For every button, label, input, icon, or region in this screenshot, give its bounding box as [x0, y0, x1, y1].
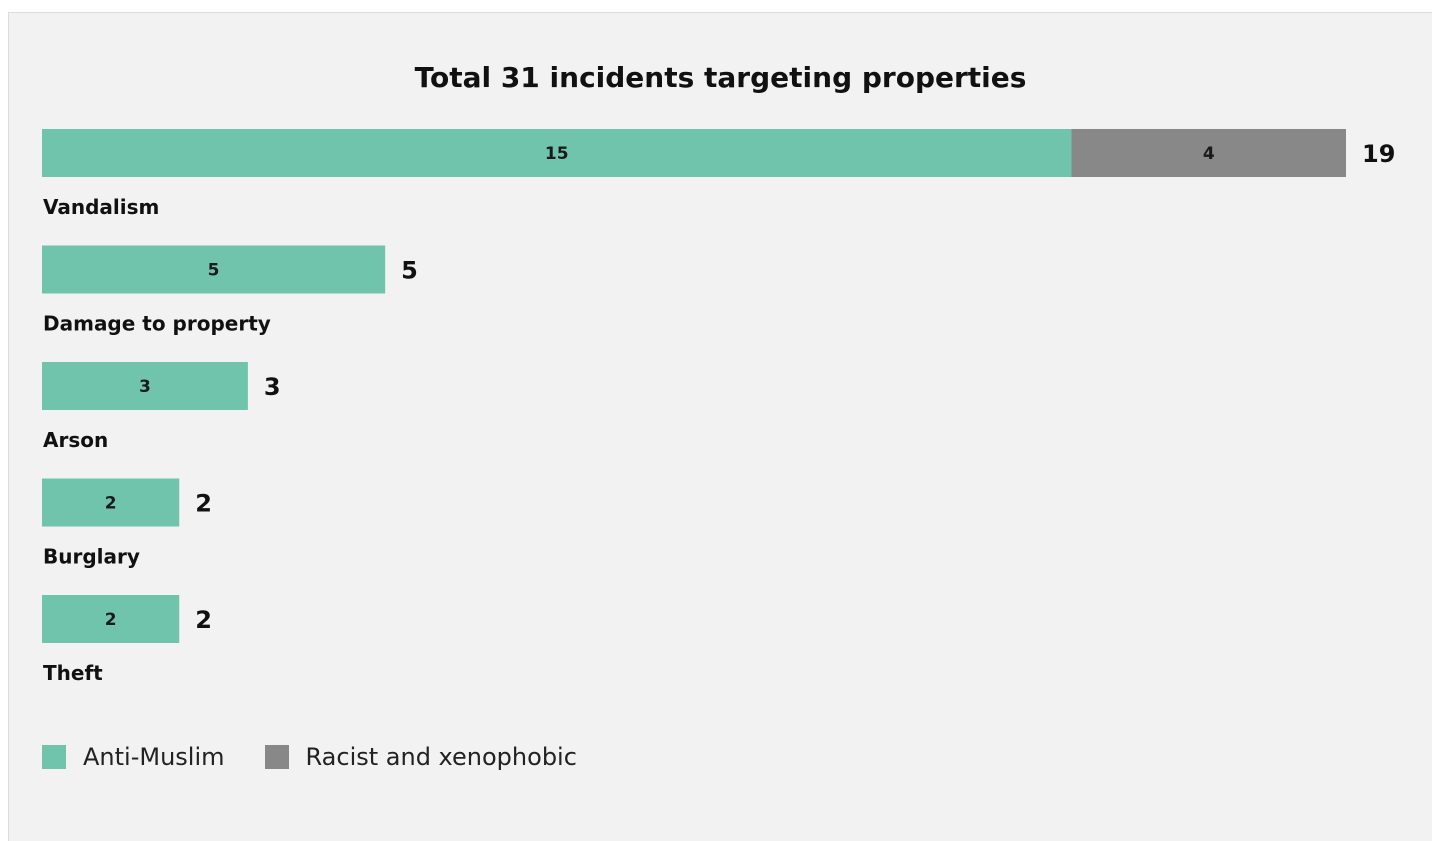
- category-label-burglary: Burglary: [43, 545, 140, 569]
- total-label-vandalism: 19: [1362, 140, 1395, 168]
- legend-label-anti-muslim: Anti-Muslim: [83, 743, 225, 771]
- chart-title: Total 31 incidents targeting properties: [414, 61, 1027, 94]
- data-label-arson-anti-muslim: 3: [139, 377, 151, 397]
- category-label-theft: Theft: [43, 661, 103, 685]
- category-label-arson: Arson: [43, 428, 108, 452]
- data-label-burglary-anti-muslim: 2: [105, 494, 117, 514]
- category-label-vandalism: Vandalism: [43, 195, 159, 219]
- total-label-burglary: 2: [195, 490, 212, 518]
- chart-frame: Total 31 incidents targeting properties …: [8, 12, 1432, 841]
- bar-arson-anti-muslim: [42, 362, 248, 410]
- data-label-theft-anti-muslim: 2: [105, 610, 117, 630]
- total-label-theft: 2: [195, 606, 212, 634]
- data-label-vandalism-anti-muslim: 15: [545, 144, 569, 164]
- legend-item-anti-muslim: Anti-Muslim: [42, 743, 225, 771]
- data-label-damage-to-property-anti-muslim: 5: [208, 261, 220, 281]
- legend-item-racist-xenophobic: Racist and xenophobic: [264, 743, 577, 771]
- bar-theft-anti-muslim: [42, 595, 180, 643]
- data-label-vandalism-racist-and-xenophobic: 4: [1203, 144, 1215, 164]
- total-label-damage-to-property: 5: [401, 257, 418, 285]
- bar-chart: 15 4 19 Vandalism 5 5 Damage to property 3 3 Arso…: [42, 129, 1395, 685]
- legend: Anti-Muslim Racist and xenophobic: [42, 743, 617, 771]
- category-label-damage-to-property: Damage to property: [43, 312, 271, 336]
- bar-vandalism-racist-and-xenophobic: [1071, 129, 1346, 177]
- legend-swatch-anti-muslim: [42, 745, 66, 769]
- legend-swatch-racist-xenophobic: [264, 745, 289, 769]
- total-label-arson: 3: [264, 373, 281, 401]
- legend-label-racist-xenophobic: Racist and xenophobic: [305, 743, 577, 771]
- bar-damage-to-property-anti-muslim: [42, 245, 386, 294]
- bar-vandalism-anti-muslim: [42, 129, 1072, 177]
- bar-burglary-anti-muslim: [42, 478, 180, 527]
